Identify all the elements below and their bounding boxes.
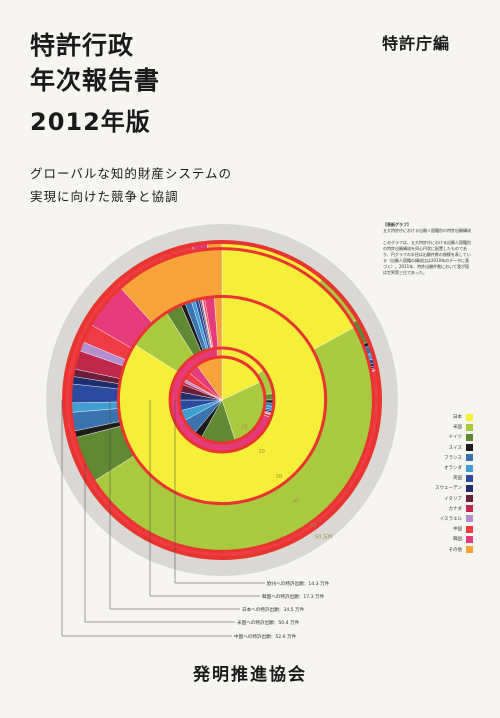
legend-label: フランス (444, 455, 462, 461)
title-line-1: 特許行政 (30, 31, 135, 60)
chart-legend: 日本米国ドイツスイスフランスオランダ英国スウェーデンイタリアカナダイスラエル中国… (393, 412, 473, 555)
legend-label: イスラエル (439, 516, 462, 522)
axis-tick-label: 20 (258, 449, 264, 455)
callout-leader (149, 400, 260, 597)
legend-label: イタリア (444, 496, 462, 502)
legend-swatch (466, 505, 473, 513)
axis-tick-label: 40 (293, 498, 299, 504)
legend-label: スウェーデン (435, 486, 462, 492)
legend-swatch (466, 423, 473, 431)
callout-leader (61, 400, 232, 637)
legend-label: 米国 (453, 425, 462, 431)
legend-label: 英国 (453, 476, 462, 482)
subtitle: グローバルな知的財産システムの 実現に向けた競争と協調 (30, 162, 232, 208)
legend-swatch (466, 474, 473, 482)
callout-leader (84, 464, 235, 623)
legend-swatch (466, 454, 473, 462)
legend-item: イタリア (393, 494, 473, 504)
callout-label: 中国への特許出願：52.6 万件 (234, 633, 297, 640)
legend-label: オランダ (444, 466, 462, 472)
ring-boundary (177, 355, 267, 445)
legend-item: カナダ (393, 504, 473, 514)
legend-label: カナダ (448, 506, 463, 512)
callout-leader (174, 400, 265, 584)
callout-label: 日本への特許出願：34.5 万件 (242, 606, 305, 613)
legend-swatch (466, 525, 473, 533)
legend-item: 韓国 (393, 534, 473, 544)
title-block: 特許行政 年次報告書 2012年版 (30, 28, 160, 137)
legend-item: スウェーデン (393, 483, 473, 493)
axis-tick-label: 30 (276, 474, 282, 480)
callout-label: 韓国への特許出願：17.3 万件 (262, 593, 325, 600)
legend-item: イスラエル (393, 514, 473, 524)
ring-boundary (168, 346, 276, 454)
editor-credit: 特許庁編 (381, 34, 450, 53)
callout-leader (109, 400, 240, 610)
legend-swatch (466, 495, 473, 503)
legend-label: 中国 (453, 527, 462, 533)
legend-item: スイス (393, 443, 473, 453)
publisher-name: 発明推進協会 (193, 665, 307, 685)
legend-swatch (466, 535, 473, 543)
ring-boundary (116, 294, 328, 506)
legend-item: 中国 (393, 524, 473, 534)
edition-year: 2012年版 (30, 108, 151, 136)
ring-boundary (69, 247, 375, 553)
legend-item: 英国 (393, 473, 473, 483)
legend-item: ドイツ (393, 432, 473, 442)
callout-label: 欧州への特許出願：14.3 万件 (267, 580, 330, 587)
legend-swatch (466, 444, 473, 452)
title-line-2: 年次報告書 (30, 66, 161, 95)
legend-swatch (466, 484, 473, 492)
legend-swatch (466, 546, 473, 554)
callout-label: 米国への特許出願：50.4 万件 (237, 619, 300, 626)
legend-label: その他 (448, 547, 463, 553)
legend-label: 日本 (453, 415, 462, 421)
note-heading: 【表紙グラフ】 (383, 222, 411, 227)
legend-swatch (466, 433, 473, 441)
note-body: このグラフは、五大特許庁における出願人国籍別の特許出願構成を同心円状に配置したも… (383, 240, 471, 275)
legend-item: 米国 (393, 422, 473, 432)
cover-graph-note: 【表紙グラフ】 五大特許庁における出願人国籍別の特許出願構成 このグラフは、五大… (383, 222, 473, 276)
note-caption: 五大特許庁における出願人国籍別の特許出願構成 (383, 228, 471, 233)
subtitle-line-2: 実現に向けた競争と協調 (30, 189, 179, 204)
legend-swatch (466, 464, 473, 472)
legend-swatch (466, 413, 473, 421)
legend-item: 日本 (393, 412, 473, 422)
legend-item: オランダ (393, 463, 473, 473)
legend-label: ドイツ (448, 435, 463, 441)
ring-boundary (62, 240, 382, 560)
subtitle-line-1: グローバルな知的財産システムの (30, 166, 233, 181)
legend-swatch (466, 515, 473, 523)
legend-label: 韓国 (453, 537, 462, 543)
axis-tick-label: 50 (310, 523, 316, 529)
axis-tick-label: 10 (241, 425, 247, 431)
legend-item: その他 (393, 544, 473, 554)
axis-unit-label: 50 万件 (315, 534, 333, 541)
legend-item: フランス (393, 453, 473, 463)
legend-label: スイス (448, 445, 462, 451)
